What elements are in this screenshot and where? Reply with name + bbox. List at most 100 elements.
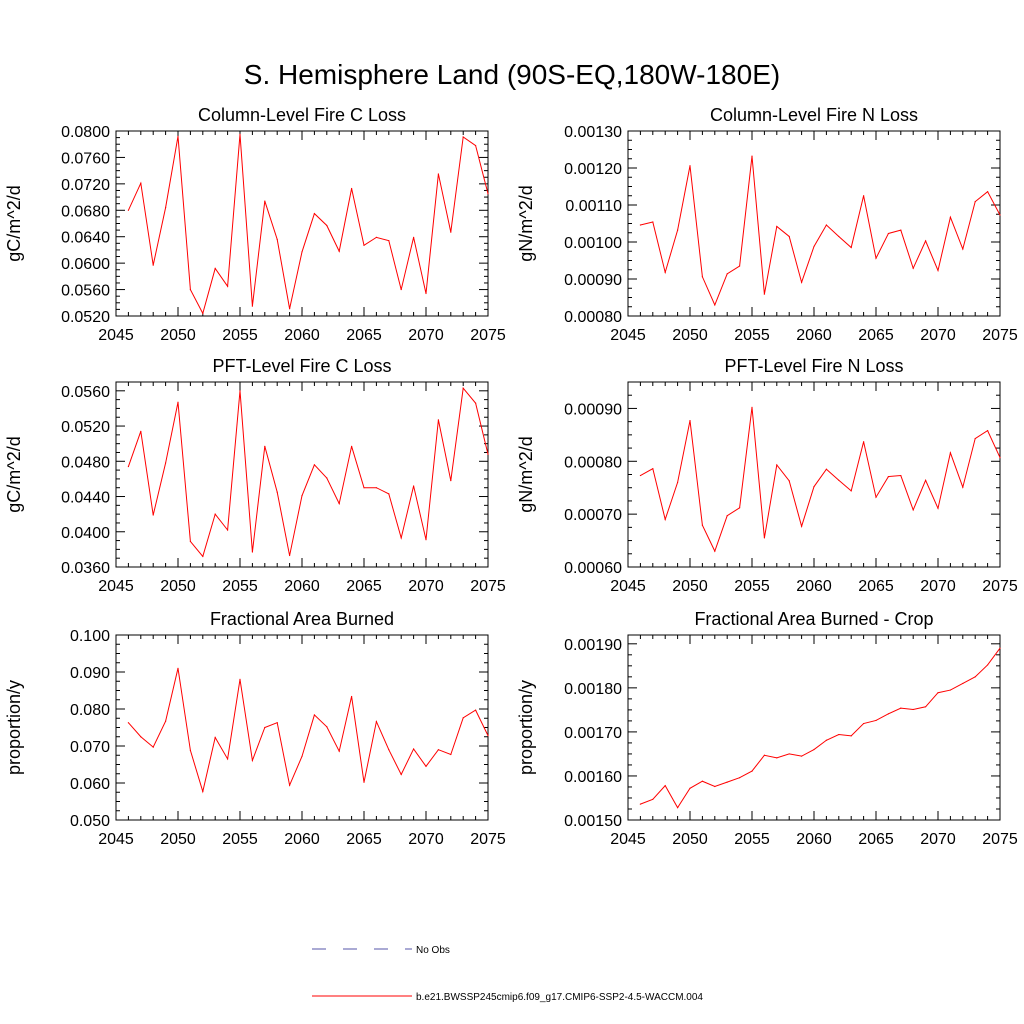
data-point bbox=[227, 529, 229, 531]
data-point bbox=[664, 785, 666, 787]
chart-panel-column-level-fire-n-loss: Column-Level Fire N Loss 2045 2050 2055 2060… bbox=[516, 105, 1018, 344]
data-point bbox=[425, 292, 427, 295]
data-point bbox=[313, 212, 315, 215]
data-point bbox=[639, 224, 642, 226]
data-point bbox=[664, 518, 666, 521]
data-point bbox=[677, 229, 679, 231]
data-point bbox=[276, 722, 278, 724]
data-point bbox=[726, 781, 728, 783]
y-axis-label: gC/m^2/d bbox=[4, 185, 24, 261]
data-point bbox=[140, 736, 142, 738]
data-point bbox=[925, 240, 927, 242]
data-point bbox=[214, 736, 216, 739]
data-point bbox=[313, 464, 315, 466]
data-point bbox=[714, 785, 716, 788]
data-point bbox=[388, 749, 390, 751]
y-axis-label: proportion/y bbox=[516, 680, 536, 775]
data-point bbox=[838, 479, 840, 481]
data-point bbox=[788, 235, 790, 238]
y-tick-label: 0.00090 bbox=[564, 401, 622, 418]
data-point bbox=[251, 759, 253, 762]
data-point bbox=[850, 246, 852, 249]
series-line bbox=[640, 156, 1001, 307]
data-point bbox=[838, 733, 840, 736]
x-tick-label: 2045 bbox=[98, 327, 134, 344]
x-tick-label: 2045 bbox=[98, 578, 134, 595]
data-point bbox=[462, 387, 464, 389]
y-tick-label: 0.00130 bbox=[564, 124, 622, 141]
data-point bbox=[276, 238, 278, 240]
data-point bbox=[863, 722, 865, 725]
data-point bbox=[652, 221, 654, 223]
x-tick-label: 2075 bbox=[470, 831, 506, 848]
figure-title: S. Hemisphere Land (90S-EQ,180W-180E) bbox=[244, 59, 780, 90]
data-point bbox=[400, 537, 402, 539]
data-point bbox=[813, 748, 815, 751]
data-point bbox=[974, 201, 976, 203]
data-point bbox=[763, 754, 766, 756]
data-point bbox=[326, 726, 328, 728]
y-tick-label: 0.0440 bbox=[61, 490, 110, 507]
data-point bbox=[974, 676, 976, 678]
chart-panel-pft-level-fire-n-loss: PFT-Level Fire N Loss 2045 2050 2055 2060 206… bbox=[516, 356, 1018, 595]
data-point bbox=[689, 419, 691, 422]
x-tick-label: 2045 bbox=[610, 327, 646, 344]
x-tick-label: 2070 bbox=[920, 578, 956, 595]
x-tick-label: 2070 bbox=[408, 327, 444, 344]
y-tick-label: 0.0400 bbox=[61, 525, 110, 542]
data-point bbox=[714, 304, 716, 306]
data-point bbox=[140, 430, 142, 432]
data-point bbox=[763, 293, 766, 295]
data-point bbox=[301, 755, 303, 757]
data-point bbox=[363, 781, 365, 783]
data-point bbox=[251, 551, 253, 553]
data-point bbox=[912, 509, 914, 511]
y-axis-label: gC/m^2/d bbox=[4, 436, 24, 512]
y-tick-label: 0.00160 bbox=[564, 769, 622, 786]
x-tick-label: 2060 bbox=[796, 831, 832, 848]
data-point bbox=[875, 496, 877, 498]
data-point bbox=[152, 264, 154, 266]
data-point bbox=[652, 468, 654, 470]
data-point bbox=[202, 312, 204, 314]
data-point bbox=[165, 462, 167, 464]
y-tick-label: 0.100 bbox=[70, 628, 110, 645]
data-point bbox=[437, 173, 439, 175]
data-point bbox=[189, 540, 191, 543]
series-line bbox=[127, 134, 489, 315]
data-point bbox=[987, 430, 989, 432]
x-tick-label: 2055 bbox=[734, 578, 770, 595]
x-tick-label: 2070 bbox=[920, 327, 956, 344]
data-point bbox=[375, 720, 377, 723]
data-point bbox=[487, 735, 489, 737]
x-tick-label: 2050 bbox=[672, 578, 708, 595]
data-point bbox=[475, 709, 477, 711]
y-tick-label: 0.0520 bbox=[61, 309, 110, 326]
y-tick-label: 0.00080 bbox=[564, 454, 622, 471]
data-point bbox=[363, 244, 365, 246]
data-point bbox=[863, 441, 865, 443]
data-point bbox=[351, 445, 353, 447]
data-point bbox=[801, 755, 803, 757]
data-point bbox=[363, 487, 365, 489]
y-axis-label: proportion/y bbox=[4, 680, 24, 775]
data-point bbox=[937, 692, 939, 694]
data-point bbox=[165, 207, 167, 209]
x-tick-label: 2055 bbox=[222, 327, 258, 344]
chart-panel-column-level-fire-c-loss: Column-Level Fire C Loss 2045 2050 2055 2060… bbox=[4, 105, 506, 344]
data-point bbox=[739, 777, 741, 779]
x-tick-label: 2075 bbox=[982, 831, 1018, 848]
data-point bbox=[425, 765, 427, 767]
y-tick-label: 0.0800 bbox=[61, 124, 110, 141]
data-point bbox=[763, 537, 766, 539]
data-point bbox=[701, 276, 704, 278]
data-point bbox=[925, 479, 927, 481]
data-point bbox=[264, 445, 266, 447]
y-axis-label: gN/m^2/d bbox=[516, 185, 536, 261]
y-tick-label: 0.00120 bbox=[564, 161, 622, 178]
data-point bbox=[388, 493, 390, 495]
data-point bbox=[739, 507, 741, 509]
data-point bbox=[949, 216, 952, 218]
data-point bbox=[189, 288, 191, 291]
